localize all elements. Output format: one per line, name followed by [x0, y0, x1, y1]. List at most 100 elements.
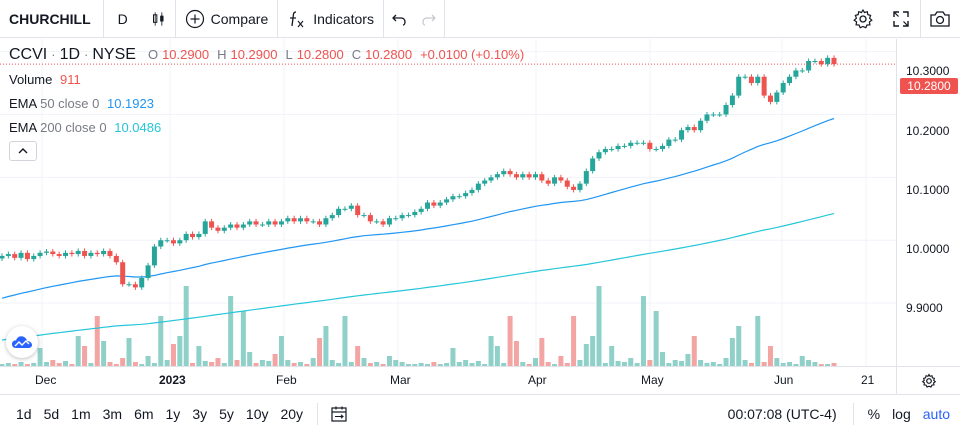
price-axis[interactable]: [896, 39, 960, 366]
high-key: H: [217, 47, 227, 62]
candle-body: [183, 233, 189, 241]
ema200-study-legend[interactable]: EMA 200 close 0 10.0486: [9, 120, 161, 135]
candle-body: [291, 218, 297, 222]
candle-body: [736, 76, 742, 96]
settings-button[interactable]: [844, 0, 882, 38]
compare-button[interactable]: Compare: [176, 0, 279, 38]
candle-body: [698, 120, 704, 131]
candle-body: [18, 252, 24, 258]
ema200-study-value: 10.0486: [114, 120, 162, 135]
volume-bar: [507, 316, 513, 366]
price-chart[interactable]: [0, 39, 896, 366]
volume-bar: [710, 362, 716, 366]
candle-body: [259, 224, 265, 226]
range-10y-button[interactable]: 10y: [245, 406, 269, 422]
range-5d-button[interactable]: 5d: [43, 406, 60, 422]
candle-body: [755, 76, 761, 84]
volume-bar: [412, 364, 418, 366]
clock-timezone[interactable]: 00:07:08 (UTC-4): [727, 406, 837, 422]
candle-body: [513, 174, 519, 178]
legend-interval: 1D: [59, 46, 81, 63]
range-1y-button[interactable]: 1y: [165, 406, 181, 422]
volume-bar: [806, 360, 812, 366]
ema50-study-legend[interactable]: EMA 50 close 0 10.1923: [9, 96, 154, 111]
chevron-up-icon: [18, 148, 28, 154]
candle-body: [367, 215, 373, 222]
volume-bar: [526, 364, 532, 366]
fullscreen-button[interactable]: [882, 0, 920, 38]
ema50-study-value: 10.1923: [106, 96, 154, 111]
volume-bar: [660, 352, 666, 366]
candle-body: [158, 240, 164, 247]
candle-body: [602, 149, 608, 153]
tradingview-logo-badge[interactable]: [6, 326, 38, 358]
redo-button[interactable]: [414, 0, 445, 38]
candle-body: [374, 221, 380, 223]
time-axis-label: Feb: [276, 373, 297, 387]
collapse-legend-button[interactable]: [9, 141, 37, 161]
candle-body: [793, 70, 799, 77]
candle-body: [577, 183, 583, 190]
range-1m-button[interactable]: 1m: [71, 406, 91, 422]
undo-button[interactable]: [384, 0, 414, 38]
candle-body: [666, 139, 672, 146]
time-axis-label: Jun: [774, 373, 794, 387]
chart-properties-button[interactable]: [896, 366, 960, 394]
go-to-date-button[interactable]: [326, 405, 352, 423]
candle-body: [234, 224, 240, 228]
volume-bar: [215, 358, 221, 366]
candle-body: [221, 227, 227, 231]
legend-exchange: NYSE: [92, 46, 136, 63]
percent-scale-toggle[interactable]: %: [867, 406, 881, 422]
chart-style-button[interactable]: [142, 0, 176, 38]
interval-button[interactable]: D: [117, 10, 128, 27]
volume-bar: [418, 363, 424, 366]
log-scale-toggle[interactable]: log: [892, 406, 911, 422]
time-axis-label: May: [641, 373, 664, 387]
candle-body: [564, 180, 570, 187]
volume-bar: [63, 361, 69, 366]
range-6m-button[interactable]: 6m: [134, 406, 154, 422]
time-axis[interactable]: [0, 366, 896, 394]
time-axis-label: Dec: [35, 373, 57, 387]
candle-body: [488, 177, 494, 181]
volume-bar: [342, 316, 348, 366]
indicators-button[interactable]: Indicators: [278, 0, 384, 38]
volume-bar: [717, 364, 723, 366]
candle-body: [545, 180, 551, 184]
price-axis-label: 10.0000: [906, 242, 950, 256]
volume-bar: [94, 316, 100, 366]
volume-bar: [386, 356, 392, 366]
range-20y-button[interactable]: 20y: [280, 406, 304, 422]
range-3m-button[interactable]: 3m: [102, 406, 123, 422]
candle-body: [418, 208, 424, 212]
candle-body: [94, 252, 100, 255]
volume-bar: [825, 364, 831, 366]
ema200-line: [1, 213, 835, 341]
candle-body: [399, 215, 405, 219]
candle-body: [482, 180, 488, 184]
symbol-search-button[interactable]: CHURCHILL: [0, 0, 104, 38]
volume-bar: [774, 358, 780, 366]
volume-bar: [831, 363, 837, 366]
time-axis-label: 2023: [159, 373, 186, 387]
volume-bar: [323, 326, 329, 366]
candle-body: [240, 224, 246, 228]
volume-bar: [202, 361, 208, 366]
volume-bar: [513, 341, 519, 366]
range-1d-button[interactable]: 1d: [16, 406, 32, 422]
range-3y-button[interactable]: 3y: [192, 406, 208, 422]
volume-study-legend[interactable]: Volume 911: [9, 72, 81, 87]
range-5y-button[interactable]: 5y: [219, 406, 234, 422]
volume-bar: [170, 344, 176, 366]
candle-body: [494, 174, 500, 178]
volume-bar: [539, 338, 545, 366]
candle-body: [113, 255, 119, 263]
candle-body: [507, 171, 513, 175]
volume-bar: [336, 363, 342, 366]
auto-scale-toggle[interactable]: auto: [922, 406, 950, 422]
snapshot-button[interactable]: [920, 0, 958, 38]
volume-bar: [456, 362, 462, 366]
candle-body: [37, 252, 43, 256]
gear-icon: [853, 8, 873, 29]
